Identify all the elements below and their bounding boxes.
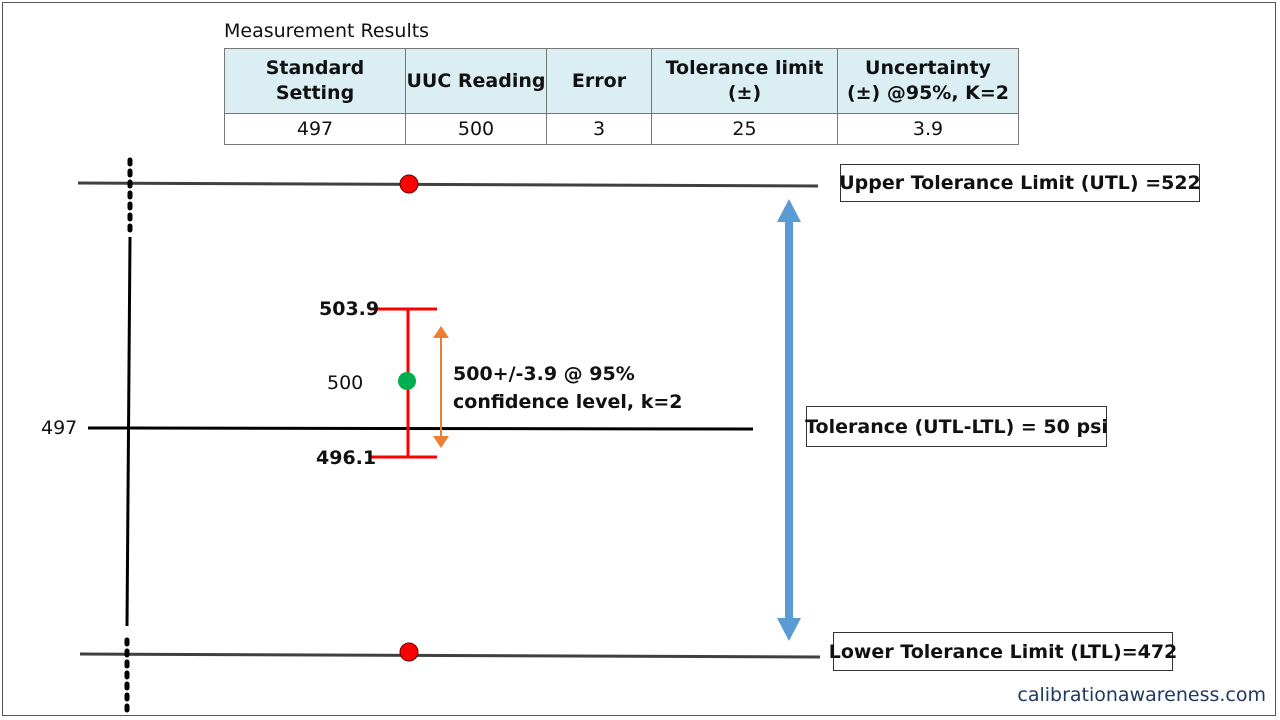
tolerance-double-arrow xyxy=(777,199,801,641)
uuc-value-label: 500 xyxy=(327,372,364,394)
cell-uncertainty: 3.9 xyxy=(837,113,1019,145)
header-tolerance-limit: Tolerance limit (±) xyxy=(651,48,838,114)
measurement-results-table: Standard Setting UUC Reading Error Toler… xyxy=(224,48,1019,145)
table-header-row: Standard Setting UUC Reading Error Toler… xyxy=(224,48,1019,114)
uncertainty-note-line1: 500+/-3.9 @ 95% xyxy=(453,363,635,385)
watermark: calibrationawareness.com xyxy=(1017,684,1266,706)
standard-line xyxy=(87,426,754,431)
header-standard-setting: Standard Setting xyxy=(224,48,406,114)
cell-tolerance-limit: 25 xyxy=(651,113,838,145)
uncertainty-note-line2: confidence level, k=2 xyxy=(453,391,683,413)
standard-value-label: 497 xyxy=(41,417,78,439)
table-title: Measurement Results xyxy=(224,20,430,42)
uuc-dot xyxy=(398,372,416,390)
utl-dot xyxy=(399,174,419,194)
ltl-line xyxy=(79,652,821,659)
table-row: 497 500 3 25 3.9 xyxy=(224,113,1019,145)
ltl-label-box: Lower Tolerance Limit (LTL)=472 xyxy=(829,632,1177,671)
ltl-dot xyxy=(399,642,419,662)
vertical-axis xyxy=(125,236,132,627)
upper-uncertainty-label: 503.9 xyxy=(319,298,380,320)
uncertainty-note: 500+/-3.9 @ 95% confidence level, k=2 xyxy=(453,360,683,416)
lower-uncertainty-label: 496.1 xyxy=(316,447,377,469)
utl-label-box: Upper Tolerance Limit (UTL) =522 xyxy=(839,164,1201,202)
header-error: Error xyxy=(546,48,652,114)
cell-error: 3 xyxy=(546,113,652,145)
tolerance-label-box: Tolerance (UTL-LTL) = 50 psi xyxy=(805,406,1108,447)
header-uncertainty: Uncertainty (±) @95%, K=2 xyxy=(837,48,1019,114)
cell-standard-setting: 497 xyxy=(224,113,406,145)
cell-uuc-reading: 500 xyxy=(405,113,547,145)
utl-line xyxy=(77,181,819,188)
